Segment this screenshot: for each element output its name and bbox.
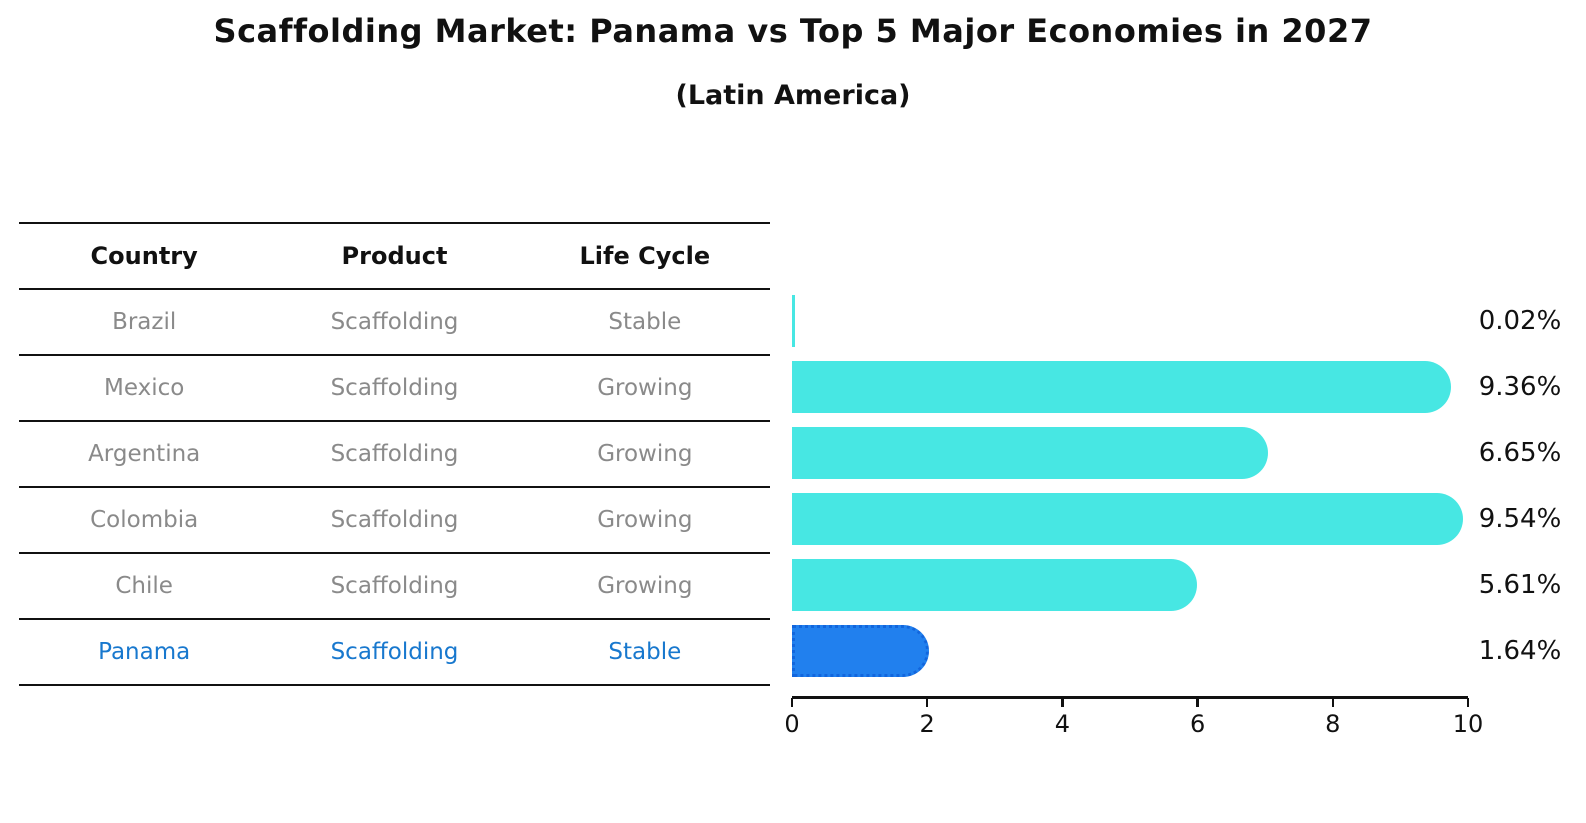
table-cell-product: Scaffolding: [330, 309, 459, 335]
data-table: Country Product Life Cycle Brazil Scaffo…: [19, 222, 770, 686]
table-row: Mexico Scaffolding Growing: [19, 356, 770, 422]
table-row: Chile Scaffolding Growing: [19, 554, 770, 620]
table-row: Colombia Scaffolding Growing: [19, 488, 770, 554]
x-axis-tick-mark: [1061, 698, 1064, 707]
x-axis-tick-label: 2: [919, 710, 935, 738]
table-cell-product: Scaffolding: [330, 507, 459, 533]
x-axis-tick-label: 4: [1054, 710, 1071, 738]
table-cell-life-cycle: Stable: [608, 639, 682, 665]
x-axis-tick-mark: [1196, 698, 1199, 707]
bar-value-label: 0.02%: [1478, 306, 1562, 336]
table-cell-life-cycle: Growing: [597, 507, 693, 533]
bar: [792, 427, 1268, 479]
bar-chart: 0.02% 9.36% 6.65% 9.54% 5.61% 1.64%: [792, 288, 1586, 684]
table-row: Panama Scaffolding Stable: [19, 620, 770, 686]
table-row: Brazil Scaffolding Stable: [19, 290, 770, 356]
bar: [792, 493, 1463, 545]
table-header-row: Country Product Life Cycle: [19, 224, 770, 290]
column-header-product: Product: [341, 242, 448, 270]
table-cell-country: Panama: [98, 639, 191, 665]
x-axis-tick-label: 10: [1452, 710, 1484, 738]
chart-subtitle: (Latin America): [675, 80, 911, 111]
x-axis-tick-mark: [1466, 698, 1470, 707]
x-axis-tick-label: 0: [784, 710, 800, 738]
table-row: Argentina Scaffolding Growing: [19, 422, 770, 488]
table-cell-country: Mexico: [104, 375, 185, 401]
table-cell-product: Scaffolding: [330, 441, 459, 467]
bar: [792, 625, 929, 677]
table-cell-country: Argentina: [88, 441, 201, 467]
table-cell-life-cycle: Growing: [597, 375, 693, 401]
bar-value-label: 5.61%: [1478, 570, 1562, 600]
table-cell-life-cycle: Stable: [608, 309, 682, 335]
x-axis-tick-label: 6: [1189, 710, 1206, 738]
table-cell-product: Scaffolding: [330, 375, 459, 401]
table-cell-product: Scaffolding: [330, 639, 459, 665]
bar-row: 6.65%: [792, 420, 1586, 486]
bar-row: 5.61%: [792, 552, 1586, 618]
bar-value-label: 9.54%: [1478, 504, 1562, 534]
chart-title: Scaffolding Market: Panama vs Top 5 Majo…: [213, 12, 1373, 50]
bar-row: 9.54%: [792, 486, 1586, 552]
bar: [792, 559, 1198, 611]
bar-value-label: 9.36%: [1478, 372, 1562, 402]
x-axis-line: [792, 696, 1468, 699]
bar-row: 9.36%: [792, 354, 1586, 420]
bar: [792, 295, 795, 347]
bar-row: 1.64%: [792, 618, 1586, 684]
bar-value-label: 6.65%: [1478, 438, 1562, 468]
table-cell-life-cycle: Growing: [597, 573, 693, 599]
table-cell-life-cycle: Growing: [597, 441, 693, 467]
bar: [792, 361, 1451, 413]
table-cell-country: Brazil: [112, 309, 177, 335]
column-header-country: Country: [90, 242, 198, 270]
column-header-life-cycle: Life Cycle: [579, 242, 711, 270]
table-cell-product: Scaffolding: [330, 573, 459, 599]
bar-row: 0.02%: [792, 288, 1586, 354]
x-axis-tick-mark: [925, 698, 929, 707]
table-cell-country: Chile: [115, 573, 173, 599]
x-axis-tick-label: 8: [1325, 710, 1341, 738]
x-axis-tick-mark: [790, 698, 794, 707]
x-axis: 0 2 4 6 8 10: [784, 696, 1483, 746]
bar-value-label: 1.64%: [1478, 636, 1562, 666]
table-cell-country: Colombia: [90, 507, 199, 533]
x-axis-tick-mark: [1331, 698, 1335, 707]
